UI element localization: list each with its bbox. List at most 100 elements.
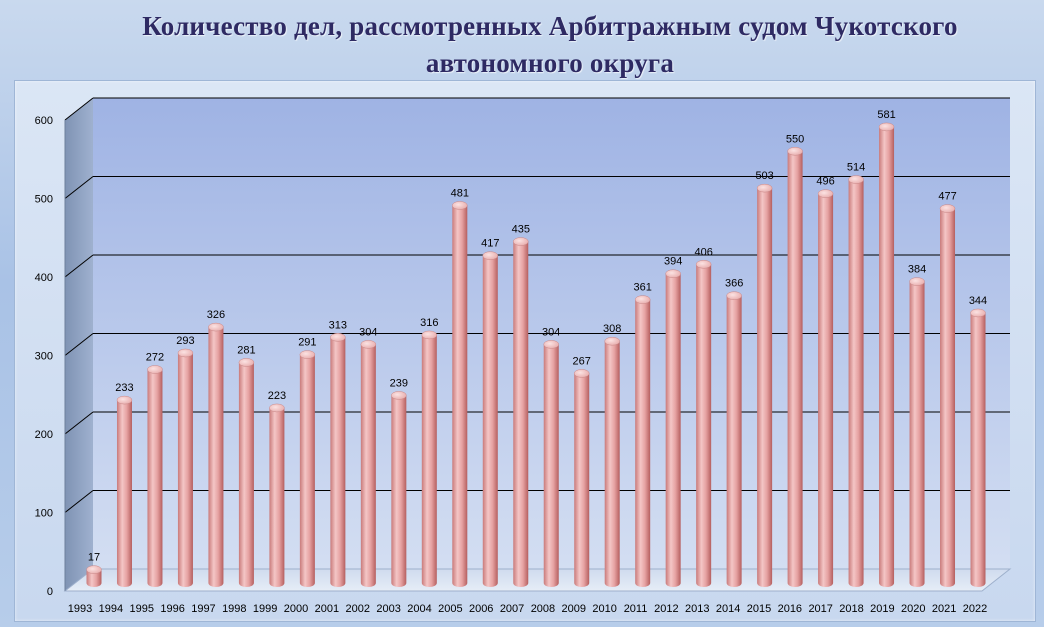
bar-body [909,281,925,587]
data-label: 406 [694,246,712,258]
chart-title-line-1: Количество дел, рассмотренных Арбитражны… [142,11,958,41]
bar [421,330,438,587]
bar [391,391,407,587]
bar-body [269,407,285,587]
chart-walls [63,98,1012,592]
bar-body [543,344,559,587]
bar-top [482,251,499,260]
data-label: 291 [298,337,316,349]
x-tick-label: 2004 [407,603,431,615]
data-label: 326 [207,309,225,321]
bar-top [269,403,285,413]
y-tick-label: 400 [35,272,53,284]
bar-top [939,204,956,213]
bar-body [848,179,864,587]
data-labels: 17 233 272 293 326 281 223 291 313 304 239 316 481 41… [88,109,987,564]
data-label: 477 [938,191,956,203]
x-tick-label: 2016 [778,603,802,615]
chart-title: Количество дел, рассмотренных Арбитражны… [0,8,1044,82]
bar [909,277,925,587]
bar-body [86,569,102,587]
x-tick-label: 2022 [963,603,987,615]
x-tick-label: 2020 [901,603,925,615]
data-label: 496 [816,176,834,188]
bar-top [86,565,102,574]
data-label: 293 [176,335,194,347]
x-tick-label: 1994 [99,603,123,615]
bar-top [238,358,255,367]
data-label: 223 [268,390,286,402]
bar [939,204,956,587]
bar-body [482,255,498,587]
gridline-side [64,333,94,356]
bar [177,348,194,587]
data-label: 239 [390,377,408,389]
bar-body [665,273,681,587]
data-label: 308 [603,323,621,335]
x-tick-label: 2002 [346,603,370,615]
bar-body [757,188,773,587]
bar-top [330,333,346,342]
bar-body [970,312,986,587]
bar-top [604,336,620,346]
data-label: 304 [542,326,560,338]
bar-top [147,365,163,374]
bar-body [513,241,529,587]
data-label: 417 [481,238,499,250]
bar-body [238,362,254,587]
bar-top [634,295,651,304]
bar [543,340,559,587]
x-tick-label: 2018 [839,603,863,615]
bar [147,365,163,587]
x-tick-label: 2006 [469,603,493,615]
x-tick-label: 1996 [160,603,184,615]
y-tick-label: 0 [47,586,53,598]
x-tick-label: 2014 [716,603,740,615]
bar-top [970,308,986,318]
bars [86,122,986,588]
bar-body [787,151,803,587]
x-tick-label: 2021 [932,603,956,615]
x-tick-label: 2010 [592,603,616,615]
bar-body [696,264,712,587]
bar-top [452,201,468,210]
bar [116,395,133,587]
bar-top [848,175,864,184]
bar [452,201,468,588]
bar-top [543,340,559,349]
data-label: 233 [115,382,133,394]
bar [878,122,895,587]
bar-body [147,369,163,587]
gridline-side [64,490,94,513]
data-label: 481 [451,187,469,199]
data-label: 581 [877,109,895,121]
x-tick-label: 2009 [562,603,586,615]
bar [695,260,712,587]
bar-body [940,208,956,587]
bar-top [756,183,773,193]
gridline-side [64,411,94,435]
bar-top [909,277,925,286]
x-tick-label: 2019 [870,603,894,615]
bar-top [695,260,712,269]
bar-top [878,122,895,132]
x-tick-label: 1998 [222,603,246,615]
bar-body [177,352,193,587]
x-tick-label: 1995 [129,603,153,615]
gridline-side [64,176,94,199]
bar [665,269,681,587]
x-tick-label: 2000 [284,603,308,615]
bar-top [726,291,742,300]
data-label: 361 [634,282,652,294]
data-label: 503 [755,170,773,182]
bar [604,336,620,587]
bar-top [116,395,133,405]
bar-top [573,369,590,378]
y-axis: 0 100 200 300 400 500 600 [35,115,66,598]
bar-body [635,299,651,587]
data-label: 281 [237,344,255,356]
x-tick-label: 2007 [500,603,524,615]
bar [482,251,499,587]
bar-body [421,334,437,587]
bar [726,291,742,587]
